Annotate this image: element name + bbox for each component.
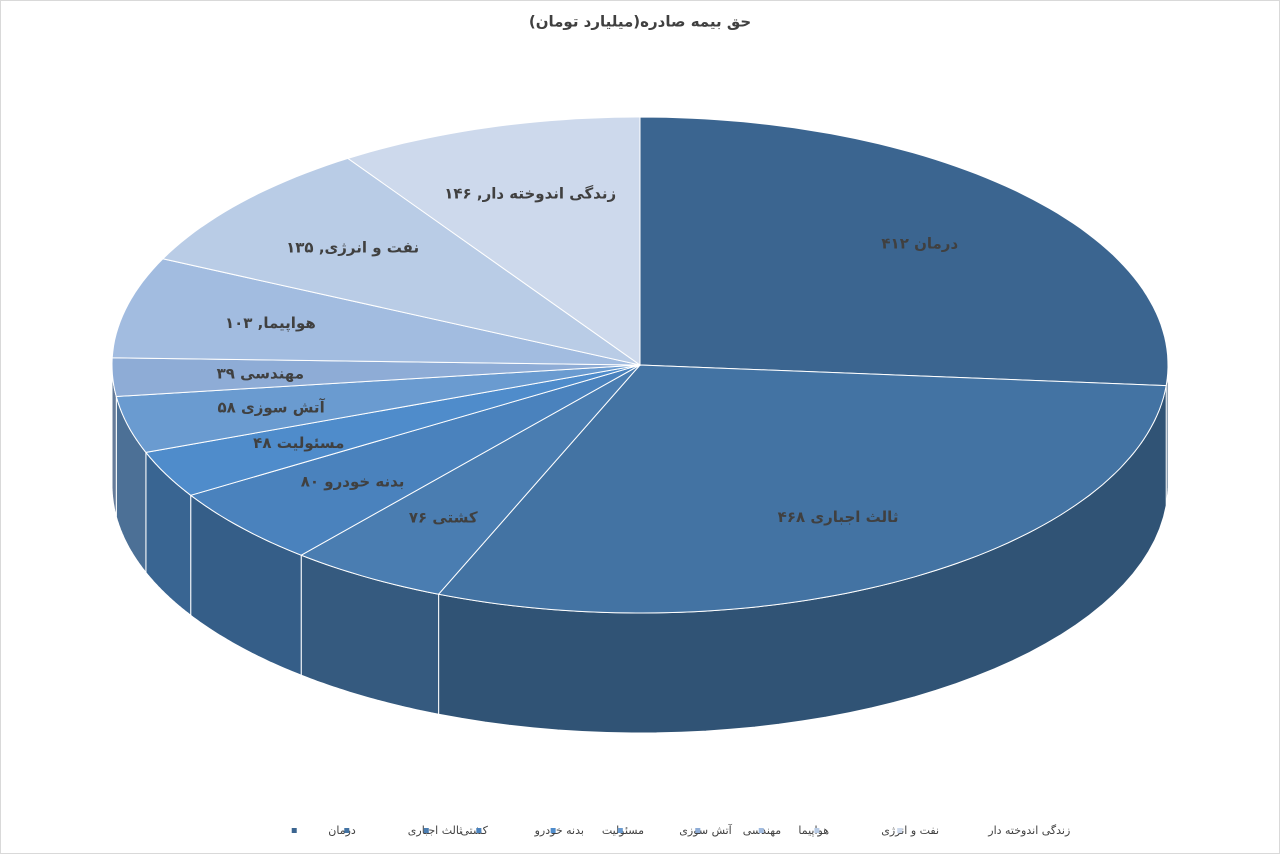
legend-label: آتش سوزی <box>679 823 732 837</box>
legend-label: هواپیما <box>798 824 829 837</box>
legend-label: نفت و انرژی <box>881 824 939 837</box>
legend-label: مسئولیت <box>602 824 644 837</box>
slice <box>144 364 641 496</box>
data-label: آتش سوزی ۵۸ <box>217 399 325 417</box>
legend-label: زندگی اندوخته دار <box>987 824 1070 837</box>
data-label: درمان ۴۱۲ <box>881 235 958 253</box>
slice <box>115 364 641 453</box>
data-label: مسئولیت ۴۸ <box>253 434 344 452</box>
legend-label: بدنه خودرو <box>534 824 584 837</box>
data-label: نفت و انرژی, ۱۳۵ <box>286 239 419 257</box>
legend-marker <box>814 828 820 833</box>
chart-title: حق بیمه صادره(میلیارد تومان) <box>529 13 751 31</box>
slice <box>111 258 641 366</box>
data-label: زندگی اندوخته دار, ۱۴۶ <box>444 185 616 203</box>
legend-label: ثالث اجباری <box>408 824 463 837</box>
legend-marker <box>423 828 429 833</box>
slice <box>300 364 641 595</box>
slice <box>161 157 641 366</box>
legend-marker <box>695 828 701 833</box>
data-label: بدنه خودرو ۸۰ <box>301 472 405 490</box>
slice <box>437 364 1167 614</box>
legend-marker <box>550 828 556 833</box>
data-label: مهندسی ۳۹ <box>217 364 304 382</box>
data-label: هواپیما, ۱۰۳ <box>225 314 316 333</box>
legend-marker <box>476 828 482 833</box>
legend-marker <box>291 828 297 833</box>
legend-marker <box>758 828 764 833</box>
slice <box>189 364 641 556</box>
legend-label: کشتی <box>460 824 488 837</box>
slice <box>111 357 641 398</box>
legend-marker <box>344 828 350 833</box>
data-label: ثالث اجباری ۴۶۸ <box>778 508 899 526</box>
legend-marker <box>897 828 903 833</box>
data-label: کشتی ۷۶ <box>409 508 478 526</box>
slice <box>639 116 1169 387</box>
legend-marker <box>617 828 623 833</box>
legend-label: درمان <box>328 824 356 837</box>
slice <box>346 116 641 366</box>
